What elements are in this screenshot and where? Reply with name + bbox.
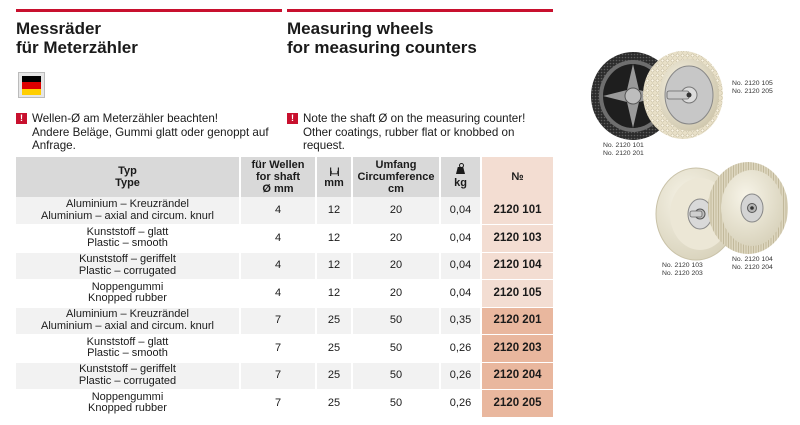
cell-width: 12: [315, 224, 352, 253]
note-german-line3: Anfrage.: [32, 139, 76, 152]
note-english: ! Note the shaft Ø on the measuring coun…: [287, 112, 553, 153]
title-german-line2: für Meterzähler: [16, 38, 138, 57]
title-german: Messräder für Meterzähler: [16, 19, 138, 57]
exclamation-icon: !: [287, 113, 298, 124]
cell-circumference: 20: [351, 197, 440, 225]
cell-circumference: 50: [351, 389, 440, 418]
caption-top-left: No. 2120 101 No. 2120 201: [603, 142, 644, 157]
table-row: Kunststoff – glatt Plastic – smooth 7 25 …: [16, 334, 553, 363]
cell-weight: 0,04: [439, 197, 481, 225]
cell-type: Noppengummi Knopped rubber: [16, 389, 240, 418]
cell-width: 25: [315, 362, 352, 390]
exclamation-icon: !: [16, 113, 27, 124]
cell-weight: 0,26: [439, 389, 481, 418]
cell-type: Kunststoff – glatt Plastic – smooth: [16, 334, 240, 363]
cell-shaft: 4: [239, 197, 316, 225]
cell-weight: 0,26: [439, 362, 481, 390]
spec-table: Typ Type für Wellen for shaft Ø mm |⌴| m…: [16, 157, 553, 418]
cell-article-number: 2120 103: [480, 224, 553, 253]
header-article-number: №: [480, 157, 553, 197]
cell-weight: 0,04: [439, 224, 481, 253]
wheel-photo-bottom: [655, 162, 788, 261]
cell-article-number: 2120 201: [480, 307, 553, 335]
caption-bottom-right: No. 2120 104 No. 2120 204: [732, 256, 773, 271]
cell-type: Kunststoff – geriffelt Plastic – corrugat…: [16, 252, 240, 280]
table-row: Aluminium – Kreuzrändel Aluminium – axial…: [16, 197, 553, 225]
note-german: ! Wellen-Ø am Meterzähler beachten! Ande…: [16, 112, 282, 153]
table-row: Noppengummi Knopped rubber 7 25 50 0,26 2…: [16, 389, 553, 418]
table-row: Kunststoff – glatt Plastic – smooth 4 12 …: [16, 224, 553, 253]
caption-top-right: No. 2120 105 No. 2120 205: [732, 80, 773, 95]
cell-weight: 0,35: [439, 307, 481, 335]
germany-flag-icon: [18, 72, 45, 98]
cell-article-number: 2120 104: [480, 252, 553, 280]
note-english-line1: Note the shaft Ø on the measuring counte…: [303, 112, 526, 125]
header-weight: kg: [439, 157, 481, 197]
table-row: Kunststoff – geriffelt Plastic – corrugat…: [16, 252, 553, 280]
cell-type: Noppengummi Knopped rubber: [16, 279, 240, 308]
title-english-line2: for measuring counters: [287, 38, 477, 57]
cell-circumference: 20: [351, 279, 440, 308]
title-english: Measuring wheels for measuring counters: [287, 19, 477, 57]
cell-width: 25: [315, 389, 352, 418]
top-rule-right: [287, 9, 553, 12]
cell-article-number: 2120 204: [480, 362, 553, 390]
cell-width: 25: [315, 334, 352, 363]
cell-shaft: 7: [239, 389, 316, 418]
table-header-row: Typ Type für Wellen for shaft Ø mm |⌴| m…: [16, 157, 553, 197]
table-row: Noppengummi Knopped rubber 4 12 20 0,04 2…: [16, 279, 553, 308]
cell-shaft: 7: [239, 307, 316, 335]
title-english-line1: Measuring wheels: [287, 19, 434, 38]
weight-icon: [456, 163, 465, 174]
wheel-hub-shaft: [666, 90, 690, 100]
header-circumference: Umfang Circumference cm: [351, 157, 440, 197]
cell-article-number: 2120 205: [480, 389, 553, 418]
cell-type: Aluminium – Kreuzrändel Aluminium – axial…: [16, 307, 240, 335]
cell-weight: 0,26: [439, 334, 481, 363]
cell-circumference: 50: [351, 362, 440, 390]
cell-width: 12: [315, 279, 352, 308]
cell-circumference: 50: [351, 307, 440, 335]
cell-type: Aluminium – Kreuzrändel Aluminium – axial…: [16, 197, 240, 225]
cell-weight: 0,04: [439, 252, 481, 280]
cell-type: Kunststoff – glatt Plastic – smooth: [16, 224, 240, 253]
cell-shaft: 7: [239, 362, 316, 390]
header-width: |⌴| mm: [315, 157, 352, 197]
table-row: Aluminium – Kreuzrändel Aluminium – axial…: [16, 307, 553, 335]
header-type: Typ Type: [16, 157, 240, 197]
cell-article-number: 2120 105: [480, 279, 553, 308]
cell-article-number: 2120 101: [480, 197, 553, 225]
cell-shaft: 4: [239, 279, 316, 308]
cell-width: 12: [315, 197, 352, 225]
cell-type: Kunststoff – geriffelt Plastic – corrugat…: [16, 362, 240, 390]
width-icon: |⌴|: [329, 166, 339, 176]
cell-circumference: 20: [351, 224, 440, 253]
cell-width: 25: [315, 307, 352, 335]
note-german-line2: Andere Beläge, Gummi glatt oder genoppt …: [32, 125, 269, 139]
cell-width: 12: [315, 252, 352, 280]
cell-circumference: 20: [351, 252, 440, 280]
caption-bottom-left: No. 2120 103 No. 2120 203: [662, 262, 703, 277]
title-german-line1: Messräder: [16, 19, 102, 38]
top-rule-left: [16, 9, 282, 12]
table-row: Kunststoff – geriffelt Plastic – corrugat…: [16, 362, 553, 390]
cell-shaft: 4: [239, 252, 316, 280]
cell-weight: 0,04: [439, 279, 481, 308]
cell-article-number: 2120 203: [480, 334, 553, 363]
header-shaft: für Wellen for shaft Ø mm: [239, 157, 316, 197]
cell-shaft: 4: [239, 224, 316, 253]
note-english-line2: Other coatings, rubber flat or knobbed o…: [303, 125, 515, 153]
note-german-line1: Wellen-Ø am Meterzähler beachten!: [32, 112, 219, 125]
cell-shaft: 7: [239, 334, 316, 363]
wheel-photo-top: [591, 51, 723, 140]
cell-circumference: 50: [351, 334, 440, 363]
